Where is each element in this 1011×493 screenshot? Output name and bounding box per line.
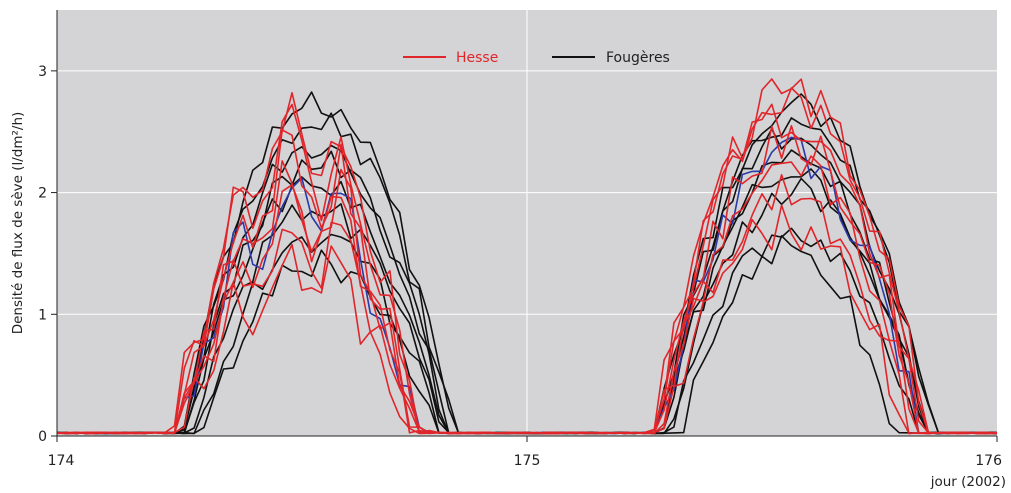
legend-label-fougeres: Fougères [606, 50, 670, 66]
axes: 0 1 2 3 174 175 176 [38, 10, 1002, 469]
series-line-hesse-6 [56, 204, 998, 435]
grid-lines [57, 10, 997, 436]
legend-label-hesse: Hesse [456, 50, 498, 66]
legend: Hesse Fougères [403, 50, 670, 66]
y-tick-label-1: 1 [38, 307, 47, 323]
y-axis-title: Densité de flux de sève (l/dm²/h) [10, 112, 26, 335]
x-axis-title: jour (2002) [930, 474, 1006, 490]
x-tick-label-175: 175 [514, 453, 541, 469]
x-tick-label-176: 176 [975, 453, 1002, 469]
y-tick-label-0: 0 [38, 429, 47, 445]
y-tick-label-2: 2 [38, 186, 47, 202]
x-tick-label-174: 174 [48, 453, 75, 469]
series-layer [56, 78, 998, 435]
y-tick-label-3: 3 [38, 64, 47, 80]
